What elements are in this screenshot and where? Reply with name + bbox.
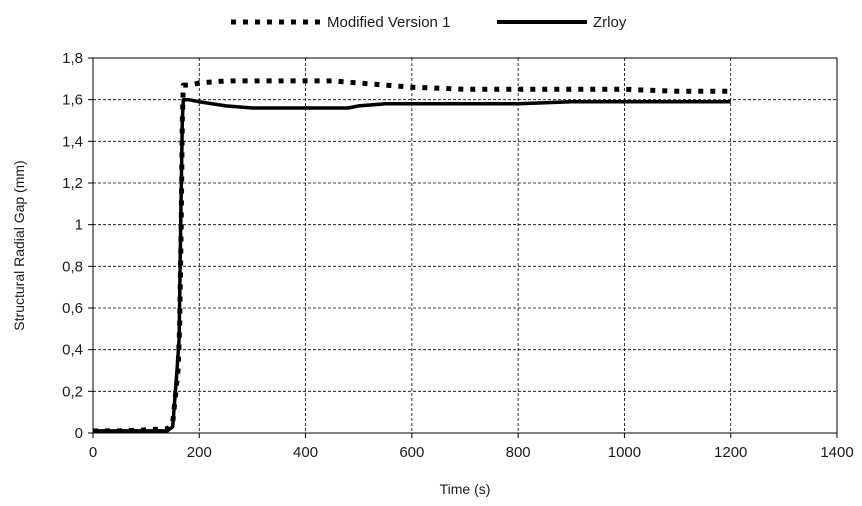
legend-label: Zrloy: [593, 14, 627, 31]
grid-lines: [93, 58, 837, 433]
y-axis-title: Structural Radial Gap (mm): [11, 160, 27, 330]
legend-item-zrloy: Zrloy: [497, 14, 627, 31]
x-tick-label: 1000: [608, 444, 641, 461]
legend-label: Modified Version 1: [327, 14, 450, 31]
series-lines: [93, 78, 731, 434]
x-tick-label: 200: [187, 444, 212, 461]
y-tick-label: 0,2: [62, 383, 83, 400]
y-tick-label: 0,8: [62, 258, 83, 275]
y-tick-label: 1: [75, 217, 83, 234]
x-tick-label: 800: [506, 444, 531, 461]
y-tick-label: 0,4: [62, 342, 83, 359]
plot-area-frame: [92, 57, 838, 434]
x-tick-label: 1400: [820, 444, 853, 461]
x-tick-label: 1200: [714, 444, 747, 461]
x-tick-label: 600: [399, 444, 424, 461]
x-axis-title: Time (s): [440, 481, 491, 497]
legend-item-modified-version-1: Modified Version 1: [231, 14, 450, 31]
y-tick-label: 1,8: [62, 50, 83, 67]
y-tick-label: 1,2: [62, 175, 83, 192]
legend: Modified Version 1 Zrloy: [231, 14, 627, 31]
y-tick-label: 0: [75, 425, 83, 442]
x-tick-label: 400: [293, 444, 318, 461]
y-tick-label: 1,4: [62, 133, 83, 150]
y-tick-label: 0,6: [62, 300, 83, 317]
series-line-zrloy: [93, 97, 731, 433]
y-tick-label: 1,6: [62, 92, 83, 109]
tick-labels: 0 200 400 600 800 1000 1200 1400 0 0,2 0,4 0,6 0,8 1 1…: [62, 50, 854, 461]
x-tick-label: 0: [89, 444, 97, 461]
